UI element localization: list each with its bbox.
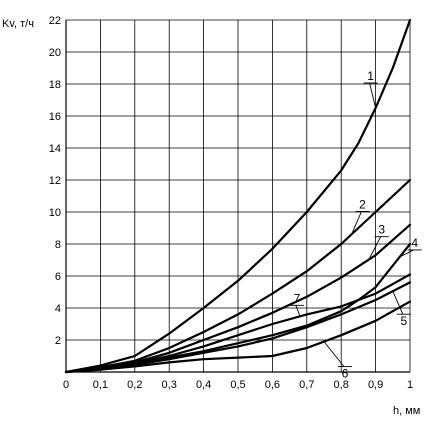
series-tag-4: 4 [411, 236, 418, 250]
x-tick-label: 0,4 [196, 379, 211, 391]
leader-line-7 [295, 305, 301, 317]
x-tick-label: 0,8 [334, 379, 349, 391]
series-line-6 [64, 300, 412, 374]
series-tag-6: 6 [342, 367, 349, 381]
x-axis-label: h, мм [393, 405, 420, 417]
x-tick-label: 0 [63, 379, 69, 391]
leader-line-4 [399, 249, 414, 258]
series-line-7 [64, 273, 412, 374]
y-tick-label: 4 [55, 303, 61, 315]
y-tick-label: 22 [49, 15, 61, 27]
x-tick-label: 0,2 [127, 379, 142, 391]
x-tick-label: 0,3 [162, 379, 177, 391]
x-tick-label: 0,7 [299, 379, 314, 391]
series-tag-7: 7 [294, 291, 301, 305]
leader-line-1 [369, 82, 377, 109]
leader-line-2 [351, 211, 362, 235]
y-tick-label: 20 [49, 47, 61, 59]
series-lines [64, 18, 412, 374]
y-tick-label: 16 [49, 111, 61, 123]
y-tick-label: 8 [55, 239, 61, 251]
y-tick-label: 2 [55, 335, 61, 347]
leader-line-6 [323, 341, 345, 367]
series-tag-3: 3 [378, 223, 385, 237]
leader-line-5 [392, 291, 404, 315]
series-line-2 [64, 178, 412, 374]
series-tag-5: 5 [400, 314, 407, 328]
x-tick-label: 0,9 [368, 379, 383, 391]
series-tag-1: 1 [367, 69, 374, 83]
y-tick-label: 18 [49, 79, 61, 91]
series-tag-2: 2 [359, 197, 366, 211]
axes: 0 0,1 0,2 0,3 0,4 0,5 0,6 0,7 0,8 0,9 124681012141… [49, 15, 413, 391]
y-tick-label: 10 [49, 207, 61, 219]
x-tick-label: 0,6 [265, 379, 280, 391]
x-tick-label: 1 [407, 379, 413, 391]
leader-line-3 [368, 236, 382, 260]
y-tick-label: 14 [49, 143, 61, 155]
y-tick-label: 6 [55, 271, 61, 283]
x-tick-label: 0,5 [230, 379, 245, 391]
y-tick-label: 12 [49, 175, 61, 187]
y-axis-label: Kv, т/ч [2, 18, 34, 30]
x-tick-label: 0,1 [93, 379, 108, 391]
series-line-5 [64, 281, 412, 374]
grid [66, 19, 411, 372]
